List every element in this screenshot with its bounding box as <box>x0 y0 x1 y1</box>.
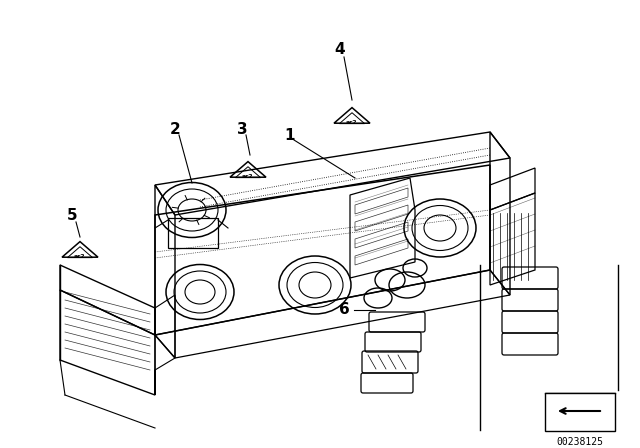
Text: ar2: ar2 <box>74 254 86 258</box>
Text: ar2: ar2 <box>346 120 358 125</box>
Text: 4: 4 <box>335 43 346 57</box>
Text: 2: 2 <box>170 122 180 138</box>
Bar <box>545 393 615 431</box>
Text: 00238125: 00238125 <box>557 437 604 447</box>
Text: 6: 6 <box>339 302 349 318</box>
Text: 3: 3 <box>237 122 247 138</box>
Text: ar2: ar2 <box>242 173 254 178</box>
Text: 5: 5 <box>67 207 77 223</box>
Text: 1: 1 <box>285 128 295 142</box>
